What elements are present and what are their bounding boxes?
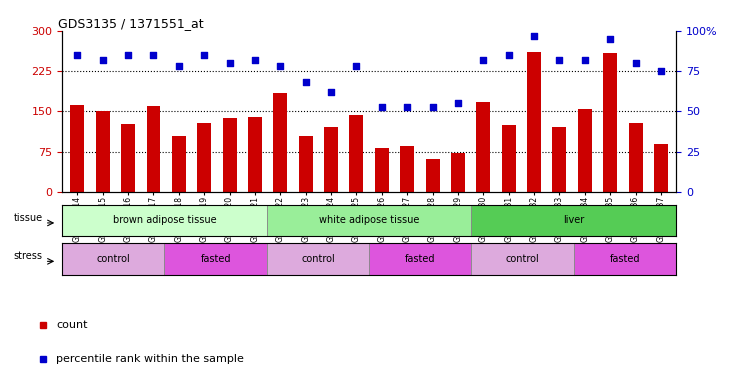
Bar <box>471 205 676 236</box>
Text: GDS3135 / 1371551_at: GDS3135 / 1371551_at <box>58 17 204 30</box>
Bar <box>146 106 161 192</box>
Text: tissue: tissue <box>13 213 42 223</box>
Bar <box>375 148 389 192</box>
Point <box>300 79 311 85</box>
Text: stress: stress <box>13 251 42 261</box>
Bar <box>401 146 414 192</box>
Bar <box>527 52 541 192</box>
Bar <box>603 53 617 192</box>
Bar <box>172 136 186 192</box>
Text: percentile rank within the sample: percentile rank within the sample <box>56 354 244 364</box>
Bar <box>501 125 515 192</box>
Bar <box>96 111 110 192</box>
Text: control: control <box>301 254 335 264</box>
Point <box>72 52 83 58</box>
Point <box>529 33 540 39</box>
Bar <box>121 124 135 192</box>
Bar <box>223 118 237 192</box>
Point <box>249 57 261 63</box>
Point <box>224 60 235 66</box>
Bar <box>70 105 84 192</box>
Text: fasted: fasted <box>405 254 436 264</box>
Text: count: count <box>56 320 88 330</box>
Point <box>477 57 489 63</box>
Bar <box>62 205 267 236</box>
Point <box>427 103 439 109</box>
Point <box>605 36 616 42</box>
Text: fasted: fasted <box>610 254 640 264</box>
Bar <box>248 117 262 192</box>
Point <box>376 103 387 109</box>
Point <box>452 100 463 106</box>
Text: control: control <box>506 254 539 264</box>
Bar <box>553 127 567 192</box>
Bar <box>471 243 574 275</box>
Bar <box>629 123 643 192</box>
Bar <box>164 243 267 275</box>
Bar <box>267 243 369 275</box>
Bar <box>299 136 313 192</box>
Point <box>553 57 565 63</box>
Text: liver: liver <box>563 215 585 225</box>
Point <box>275 63 287 69</box>
Point <box>122 52 134 58</box>
Point <box>579 57 591 63</box>
Point <box>97 57 109 63</box>
Bar <box>425 159 439 192</box>
Point <box>629 60 641 66</box>
Bar <box>62 243 164 275</box>
Point <box>198 52 210 58</box>
Point <box>148 52 159 58</box>
Bar <box>197 123 211 192</box>
Bar <box>654 144 668 192</box>
Point <box>351 63 363 69</box>
Bar <box>574 243 676 275</box>
Text: fasted: fasted <box>200 254 231 264</box>
Text: brown adipose tissue: brown adipose tissue <box>113 215 216 225</box>
Bar <box>369 243 471 275</box>
Bar <box>324 127 338 192</box>
Point <box>401 103 413 109</box>
Bar <box>477 102 491 192</box>
Point <box>325 89 337 95</box>
Point <box>173 63 185 69</box>
Bar <box>267 205 471 236</box>
Text: control: control <box>96 254 130 264</box>
Bar <box>577 109 592 192</box>
Point <box>655 68 667 74</box>
Bar <box>349 115 363 192</box>
Bar <box>451 153 465 192</box>
Point <box>503 52 515 58</box>
Text: white adipose tissue: white adipose tissue <box>319 215 420 225</box>
Bar <box>273 93 287 192</box>
